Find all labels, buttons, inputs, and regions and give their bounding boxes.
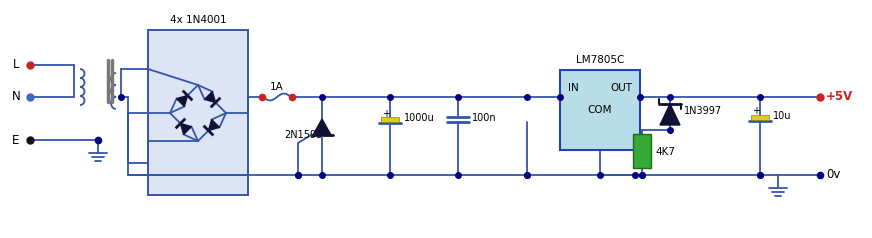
Text: E: E bbox=[12, 134, 20, 147]
Text: 1000u: 1000u bbox=[404, 113, 435, 123]
Text: OUT: OUT bbox=[610, 83, 632, 93]
Text: 10u: 10u bbox=[773, 111, 792, 121]
Text: 1A: 1A bbox=[270, 82, 284, 92]
Bar bbox=[381, 117, 399, 122]
Polygon shape bbox=[181, 124, 192, 134]
Polygon shape bbox=[660, 104, 680, 125]
Text: 4x 1N4001: 4x 1N4001 bbox=[170, 15, 227, 25]
Polygon shape bbox=[176, 95, 187, 106]
Text: 100n: 100n bbox=[472, 113, 497, 123]
Text: +5V: +5V bbox=[826, 90, 853, 104]
FancyBboxPatch shape bbox=[633, 134, 651, 168]
Polygon shape bbox=[208, 119, 220, 130]
Text: 2N1595: 2N1595 bbox=[284, 130, 323, 140]
Text: 0v: 0v bbox=[826, 169, 841, 182]
Text: IN: IN bbox=[568, 83, 579, 93]
FancyBboxPatch shape bbox=[560, 70, 640, 150]
Text: 4K7: 4K7 bbox=[655, 147, 675, 157]
FancyBboxPatch shape bbox=[148, 30, 248, 195]
Polygon shape bbox=[313, 119, 331, 135]
Bar bbox=[751, 115, 769, 120]
Text: COM: COM bbox=[588, 105, 612, 115]
Text: LM7805C: LM7805C bbox=[576, 55, 624, 65]
Polygon shape bbox=[205, 92, 215, 103]
Text: 1N3997: 1N3997 bbox=[684, 106, 722, 116]
Text: +: + bbox=[752, 106, 760, 116]
Text: N: N bbox=[11, 90, 20, 104]
Text: L: L bbox=[13, 59, 19, 71]
Text: +: + bbox=[382, 109, 390, 119]
